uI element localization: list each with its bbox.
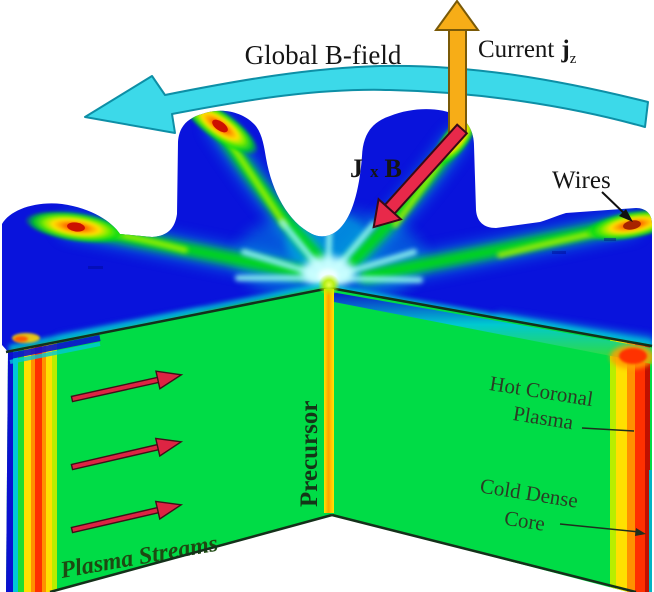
b-field-arrow	[84, 64, 649, 134]
jxb-arrow	[372, 123, 469, 229]
apex-glow	[318, 274, 340, 296]
global-b-field-label: Global B-field	[245, 40, 402, 70]
wire-hotspot-right	[584, 208, 652, 242]
left-wall-edge-stripes	[6, 288, 57, 592]
right-wall-edge-stripes	[610, 288, 652, 592]
precursor-label: Precursor	[296, 401, 323, 507]
precursor-stripe	[324, 289, 334, 513]
current-label: Current jz	[478, 36, 577, 67]
right-wall: Hot Coronal Plasma Cold Dense Core	[328, 288, 652, 592]
hot-coronal-pointer-line	[581, 427, 635, 432]
wire-specks	[88, 238, 616, 269]
cold-dense-pointer-line	[559, 523, 646, 536]
wall-edge-lines	[5, 286, 653, 592]
wires-pointer	[601, 191, 633, 222]
wires-label: Wires	[552, 167, 611, 194]
wire-hotspot-left	[24, 210, 128, 244]
